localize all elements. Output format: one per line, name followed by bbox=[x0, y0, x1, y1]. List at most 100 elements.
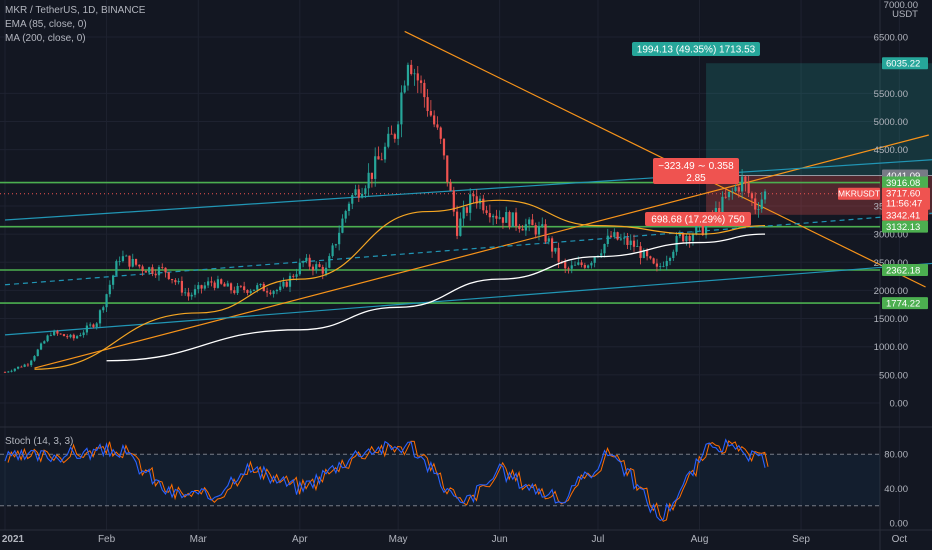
symbol-title[interactable]: MKR / TetherUS, 1D, BINANCE bbox=[5, 5, 146, 16]
candle bbox=[397, 121, 400, 146]
candle-body bbox=[449, 182, 452, 191]
ma-legend[interactable]: MA (200, close, 0) bbox=[5, 33, 86, 44]
price-tick: 7000.00 bbox=[884, 0, 918, 11]
candle bbox=[383, 142, 387, 163]
candle bbox=[380, 152, 383, 161]
candle-body bbox=[23, 364, 26, 367]
stoch-legend[interactable]: Stoch (14, 3, 3) bbox=[5, 436, 74, 447]
candle bbox=[501, 217, 505, 229]
candle bbox=[580, 259, 583, 268]
risk-reward-ratio: 2.85 bbox=[686, 173, 706, 184]
candle-body bbox=[757, 208, 760, 210]
candle bbox=[485, 205, 488, 216]
candle bbox=[275, 288, 279, 295]
candle-body bbox=[573, 264, 577, 266]
candle-body bbox=[305, 257, 308, 262]
candle bbox=[587, 264, 590, 269]
candle-body bbox=[600, 253, 603, 256]
time-tick: Aug bbox=[691, 534, 709, 545]
candle-body bbox=[616, 232, 619, 240]
price-level-label: 1774.22 bbox=[886, 299, 920, 310]
candle bbox=[629, 234, 632, 251]
candle bbox=[46, 334, 49, 343]
candle bbox=[393, 132, 396, 143]
candle-body bbox=[354, 189, 357, 196]
candle bbox=[121, 250, 125, 263]
candle bbox=[498, 210, 501, 220]
candle-body bbox=[187, 292, 190, 297]
candle bbox=[652, 257, 655, 265]
candle bbox=[472, 190, 475, 204]
candle-body bbox=[128, 255, 131, 267]
candle bbox=[534, 222, 537, 239]
candle bbox=[125, 254, 128, 257]
candle bbox=[459, 212, 462, 237]
target-info-box bbox=[632, 42, 760, 56]
candle bbox=[521, 224, 524, 231]
candle bbox=[26, 362, 30, 367]
candle bbox=[220, 278, 223, 285]
candle-body bbox=[252, 289, 256, 291]
candle-body bbox=[364, 188, 367, 194]
candle-body bbox=[727, 191, 731, 198]
candle bbox=[649, 255, 652, 260]
ema-legend[interactable]: EMA (85, close, 0) bbox=[5, 19, 87, 30]
candle-body bbox=[645, 249, 649, 257]
candle bbox=[216, 275, 220, 289]
candle bbox=[72, 333, 75, 341]
candle bbox=[305, 254, 308, 264]
candle bbox=[482, 194, 485, 214]
candle bbox=[203, 282, 206, 291]
candle bbox=[118, 256, 121, 266]
candle bbox=[606, 228, 609, 247]
candle bbox=[567, 266, 570, 274]
candle-body bbox=[331, 245, 334, 257]
time-tick: Oct bbox=[892, 534, 908, 545]
candle bbox=[613, 228, 616, 239]
candle bbox=[331, 243, 334, 258]
candle bbox=[292, 273, 295, 279]
time-tick: Feb bbox=[98, 534, 116, 545]
candle-body bbox=[318, 264, 321, 267]
candle-body bbox=[151, 267, 154, 274]
candle bbox=[302, 260, 305, 268]
candle-body bbox=[98, 310, 102, 324]
current-price-label: 3717.60 bbox=[886, 189, 920, 200]
chart-legend: MKR / TetherUS, 1D, BINANCE EMA (85, clo… bbox=[5, 4, 145, 46]
price-tick: 3000.00 bbox=[874, 230, 908, 241]
candle bbox=[128, 255, 131, 271]
candle bbox=[62, 333, 66, 337]
channel-mid-line bbox=[4, 212, 932, 286]
candle-body bbox=[587, 265, 590, 268]
candle bbox=[370, 172, 374, 188]
candle-body bbox=[557, 247, 560, 262]
symbol-tag-box bbox=[838, 187, 880, 200]
candle bbox=[492, 213, 495, 226]
candle bbox=[763, 189, 767, 204]
candle bbox=[95, 321, 98, 330]
candle-body bbox=[554, 247, 557, 252]
candle bbox=[659, 262, 662, 271]
candle bbox=[423, 79, 426, 108]
candle-body bbox=[370, 172, 374, 179]
candle bbox=[53, 329, 56, 336]
candle-body bbox=[668, 258, 672, 261]
candle-body bbox=[446, 155, 449, 183]
ema-85-line bbox=[34, 199, 766, 370]
candle-body bbox=[272, 291, 275, 294]
candle-body bbox=[380, 159, 383, 161]
candle-body bbox=[33, 356, 36, 361]
candle bbox=[328, 253, 331, 269]
candle bbox=[75, 334, 79, 340]
candle bbox=[639, 241, 642, 265]
price-tick: 2500.00 bbox=[874, 258, 908, 269]
candle bbox=[351, 193, 354, 210]
candle-body bbox=[744, 176, 747, 184]
candle bbox=[229, 282, 233, 294]
target-info-label: 1994.13 (49.35%) 1713.53 bbox=[637, 45, 756, 56]
stoch-k-line bbox=[4, 438, 766, 522]
candle bbox=[17, 366, 20, 370]
candle-body bbox=[721, 196, 724, 216]
price-level-label: 3132.13 bbox=[886, 222, 920, 233]
